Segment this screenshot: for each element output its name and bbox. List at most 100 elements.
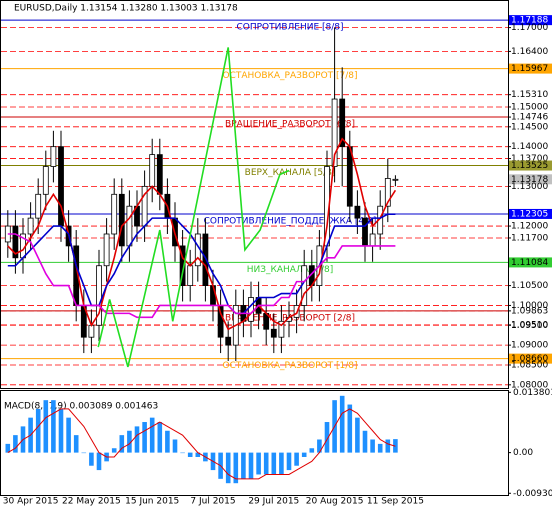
macd-bar <box>89 452 94 466</box>
level-label: НИЗ_КАНАЛА [3/8] <box>247 265 334 275</box>
macd-bar <box>256 452 261 475</box>
macd-bar <box>149 417 155 453</box>
candle-body <box>88 324 95 338</box>
macd-bar <box>81 452 87 454</box>
macd-bar <box>187 452 193 457</box>
macd-bar <box>294 452 299 466</box>
candle-body <box>35 193 42 219</box>
macd-bar <box>142 422 147 453</box>
y-tick-label: 1.08660 <box>511 354 548 364</box>
y-tick-highlight <box>509 174 552 185</box>
y-tick-label: 1.09863 <box>511 306 548 316</box>
macd-bar <box>370 439 375 453</box>
candle-body <box>50 146 57 167</box>
candle-body <box>278 320 285 338</box>
y-tick-label: 1.09000 <box>511 341 548 351</box>
macd-bar <box>13 435 18 453</box>
candle-body <box>217 305 224 338</box>
candle-body <box>42 166 49 195</box>
y-tick-label: 1.13525 <box>511 161 548 171</box>
y-tick-label: 1.08000 <box>511 380 548 390</box>
x-tick-label: 20 Aug 2015 <box>306 497 364 507</box>
macd-bar <box>195 452 201 457</box>
y-tick-label: 1.14000 <box>511 142 548 152</box>
candle-body <box>392 178 399 181</box>
y-tick-label: 1.09510 <box>511 320 548 330</box>
macd-bar <box>317 439 322 453</box>
macd-bar <box>58 408 64 453</box>
y-tick-label: 1.15967 <box>511 64 548 74</box>
level-label: ОСТАНОВКА_РАЗВОРОТ [1/8] <box>222 361 357 371</box>
indicator-line <box>7 233 396 319</box>
macd-bar <box>96 452 102 471</box>
y-tick-highlight <box>509 63 552 74</box>
candle-body <box>270 328 277 338</box>
candle-body <box>339 98 346 148</box>
macd-bar <box>385 439 391 453</box>
level-label: ВРАЩЕНИЕ_РАЗВОРОТ [6/8] <box>225 120 355 130</box>
macd-bar <box>66 417 71 453</box>
y-tick-highlight <box>509 208 552 219</box>
candle-body <box>126 205 133 247</box>
macd-bar <box>157 422 163 453</box>
y-tick-label: 1.11700 <box>511 233 548 243</box>
macd-panel <box>0 390 509 496</box>
macd-bar <box>73 435 79 453</box>
macd-bar <box>263 452 269 475</box>
y-tick-label: 1.11084 <box>511 258 548 268</box>
y-tick-label: 1.13178 <box>511 175 548 185</box>
candle-body <box>27 217 34 235</box>
macd-bar <box>339 395 345 453</box>
level-label: ОСТАНОВКА_РАЗВОРОТ [7/8] <box>222 71 357 81</box>
macd-bar <box>279 452 284 475</box>
level-label: ВЕРХ_КАНАЛА [5/8] <box>245 168 336 178</box>
y-tick-label: -0.009304 <box>513 489 552 499</box>
x-tick-label: 22 May 2015 <box>62 497 121 507</box>
candle-body <box>96 265 102 326</box>
macd-bar <box>377 443 383 453</box>
candle-body <box>369 233 376 247</box>
macd-bar <box>172 439 178 453</box>
macd-bar <box>119 435 125 453</box>
y-tick-label: 1.13000 <box>511 182 548 192</box>
macd-bar <box>43 400 49 453</box>
level-label: СОПРОТИВЛЕНИЕ_ПОДДЕРЖКА [4/8] <box>204 216 377 226</box>
candle-body <box>149 154 156 187</box>
y-tick-label: 1.16400 <box>511 47 548 57</box>
macd-bar <box>324 422 330 453</box>
x-tick-label: 30 Apr 2015 <box>3 497 59 507</box>
macd-bar <box>134 426 140 453</box>
macd-bar <box>301 452 307 457</box>
candle-body <box>225 336 232 346</box>
candle-body <box>362 217 368 247</box>
candle-body <box>156 154 163 195</box>
candle-body <box>103 233 110 267</box>
signal-line <box>7 408 396 480</box>
x-tick-label: 15 Jun 2015 <box>125 497 179 507</box>
macd-bar <box>309 448 315 453</box>
y-tick-highlight <box>509 353 552 364</box>
candle-body <box>111 193 118 235</box>
y-tick-highlight <box>509 15 552 26</box>
y-tick-highlight <box>509 257 552 268</box>
candle-body <box>118 193 125 247</box>
y-tick-label: 0.013801 <box>513 388 552 398</box>
level-label: СОПРОТИВЛЕНИЕ [8/8] <box>236 23 343 33</box>
macd-bar <box>233 452 239 484</box>
macd-bar <box>241 452 246 479</box>
candle-body <box>202 233 209 286</box>
macd-bar <box>35 408 41 453</box>
y-tick-label: 1.08500 <box>511 360 548 370</box>
macd-bar <box>127 430 132 453</box>
x-tick-label: 7 Jul 2015 <box>190 497 235 507</box>
macd-bar <box>271 452 277 475</box>
candle-body <box>12 225 19 259</box>
macd-bar <box>286 452 292 471</box>
price-panel <box>0 0 509 389</box>
y-tick-label: 1.15310 <box>511 90 548 100</box>
macd-bar <box>225 452 231 484</box>
candle-body <box>179 245 186 286</box>
candle-body <box>354 205 361 219</box>
y-tick-label: 1.09500 <box>511 321 548 331</box>
